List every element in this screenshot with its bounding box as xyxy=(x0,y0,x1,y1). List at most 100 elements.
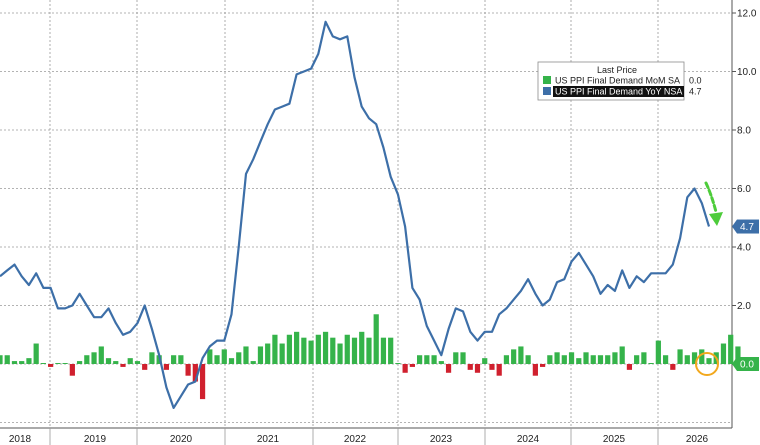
annotations xyxy=(695,181,723,376)
mom-bar-77 xyxy=(554,352,560,364)
mom-bar-90 xyxy=(648,363,654,364)
x-tick-label-5: 2023 xyxy=(430,434,453,445)
mom-bar-64 xyxy=(460,352,466,364)
x-tick-label-4: 2022 xyxy=(344,434,367,445)
mom-bar-4 xyxy=(26,358,32,364)
mom-bar-40 xyxy=(286,334,292,364)
mom-bar-74 xyxy=(532,364,538,376)
mom-bar-0 xyxy=(0,355,3,364)
mom-bar-46 xyxy=(330,337,336,364)
mom-bar-56 xyxy=(402,364,408,373)
x-tick-labels: 2018 2019 2020 2021 2022 2023 2024 2025 2026 xyxy=(9,434,709,445)
mom-bar-83 xyxy=(597,355,604,364)
tag-label-0: 4.7 xyxy=(740,222,754,233)
mom-bar-92 xyxy=(662,355,669,364)
mom-bar-23 xyxy=(163,364,170,370)
mom-bar-67 xyxy=(482,358,488,364)
mom-bar-32 xyxy=(228,358,235,364)
y-tick-label-0: 12.0 xyxy=(737,9,757,20)
mom-bar-15 xyxy=(105,358,112,364)
mom-bar-25 xyxy=(178,355,184,364)
mom-bar-63 xyxy=(453,352,459,364)
legend-value-mom: 0.0 xyxy=(689,76,702,86)
mom-bar-9 xyxy=(62,363,68,364)
y-tick-label-1: 10.0 xyxy=(737,67,757,78)
yoy-line xyxy=(0,20,711,409)
mom-bar-80 xyxy=(576,358,582,364)
yoy-line-path xyxy=(0,20,711,409)
mom-bar-66 xyxy=(474,364,481,373)
mom-bar-72 xyxy=(518,346,524,364)
mom-bar-95 xyxy=(684,355,690,364)
mom-bar-68 xyxy=(489,364,495,370)
tag-pointer-0 xyxy=(732,219,737,234)
mom-bar-89 xyxy=(641,352,647,364)
mom-bar-54 xyxy=(388,337,394,364)
mom-bar-52 xyxy=(373,314,379,364)
mom-bar-75 xyxy=(539,364,546,367)
mom-bar-30 xyxy=(214,355,220,364)
mom-bar-27 xyxy=(192,364,198,382)
mom-bar-41 xyxy=(294,331,300,364)
mom-bar-18 xyxy=(127,358,133,364)
mom-bar-29 xyxy=(207,349,213,364)
x-tick-label-1: 2019 xyxy=(84,434,107,445)
mom-bar-78 xyxy=(561,355,567,364)
legend-swatch-mom xyxy=(543,76,551,84)
legend-swatch-yoy xyxy=(543,87,551,95)
y-tick-label-5: 2.0 xyxy=(737,301,751,312)
arrow-shaft xyxy=(704,181,718,214)
mom-bar-85 xyxy=(612,352,618,364)
mom-bar-39 xyxy=(279,343,285,364)
mom-bar-13 xyxy=(91,352,97,364)
mom-bars xyxy=(0,314,748,400)
mom-bar-61 xyxy=(438,361,444,364)
x-tick-label-3: 2021 xyxy=(257,434,280,445)
mom-bar-37 xyxy=(265,343,271,364)
mom-bar-20 xyxy=(142,364,148,370)
mom-bar-58 xyxy=(417,355,423,364)
mom-bar-35 xyxy=(250,361,256,364)
mom-bar-8 xyxy=(55,363,61,364)
tag-pointer-1 xyxy=(732,357,737,371)
mom-bar-100 xyxy=(720,343,727,364)
mom-bar-17 xyxy=(120,364,126,367)
highlight-circle xyxy=(695,352,719,376)
legend-highlight-yoy xyxy=(553,86,684,97)
mom-bar-19 xyxy=(134,361,141,364)
mom-bar-98 xyxy=(706,358,712,364)
mom-bar-87 xyxy=(626,364,633,370)
mom-bar-82 xyxy=(590,355,596,364)
mom-bar-38 xyxy=(272,334,278,364)
mom-bar-28 xyxy=(199,364,206,400)
tag-box-0 xyxy=(737,219,759,234)
y-tick-labels: 12.0 10.0 8.0 6.0 4.0 2.0 0.0 xyxy=(737,9,757,371)
mom-bar-12 xyxy=(84,355,90,364)
mom-bar-60 xyxy=(431,355,437,364)
mom-bar-62 xyxy=(445,364,452,373)
y-tick-label-2: 8.0 xyxy=(737,126,751,137)
mom-bar-43 xyxy=(308,340,314,364)
mom-bar-6 xyxy=(40,363,47,364)
mom-bar-26 xyxy=(185,364,191,376)
mom-bar-65 xyxy=(467,364,473,370)
mom-bar-59 xyxy=(424,355,430,364)
mom-bar-102 xyxy=(735,346,741,364)
mom-bar-49 xyxy=(351,337,358,364)
mom-bar-45 xyxy=(322,331,329,364)
mom-bar-96 xyxy=(691,352,698,364)
mom-bar-10 xyxy=(69,364,75,376)
legend-label-mom: US PPI Final Demand MoM SA xyxy=(555,76,680,86)
mom-bar-36 xyxy=(257,346,264,364)
mom-bar-94 xyxy=(677,349,683,364)
tag-label-1: 0.0 xyxy=(740,360,754,371)
mom-bar-81 xyxy=(583,352,589,364)
x-tick-label-2: 2020 xyxy=(170,434,193,445)
mom-bar-14 xyxy=(98,346,104,364)
mom-bar-48 xyxy=(344,334,350,364)
mom-bar-33 xyxy=(236,352,242,364)
x-tick-label-8: 2026 xyxy=(686,434,709,445)
mom-bar-16 xyxy=(113,361,119,364)
